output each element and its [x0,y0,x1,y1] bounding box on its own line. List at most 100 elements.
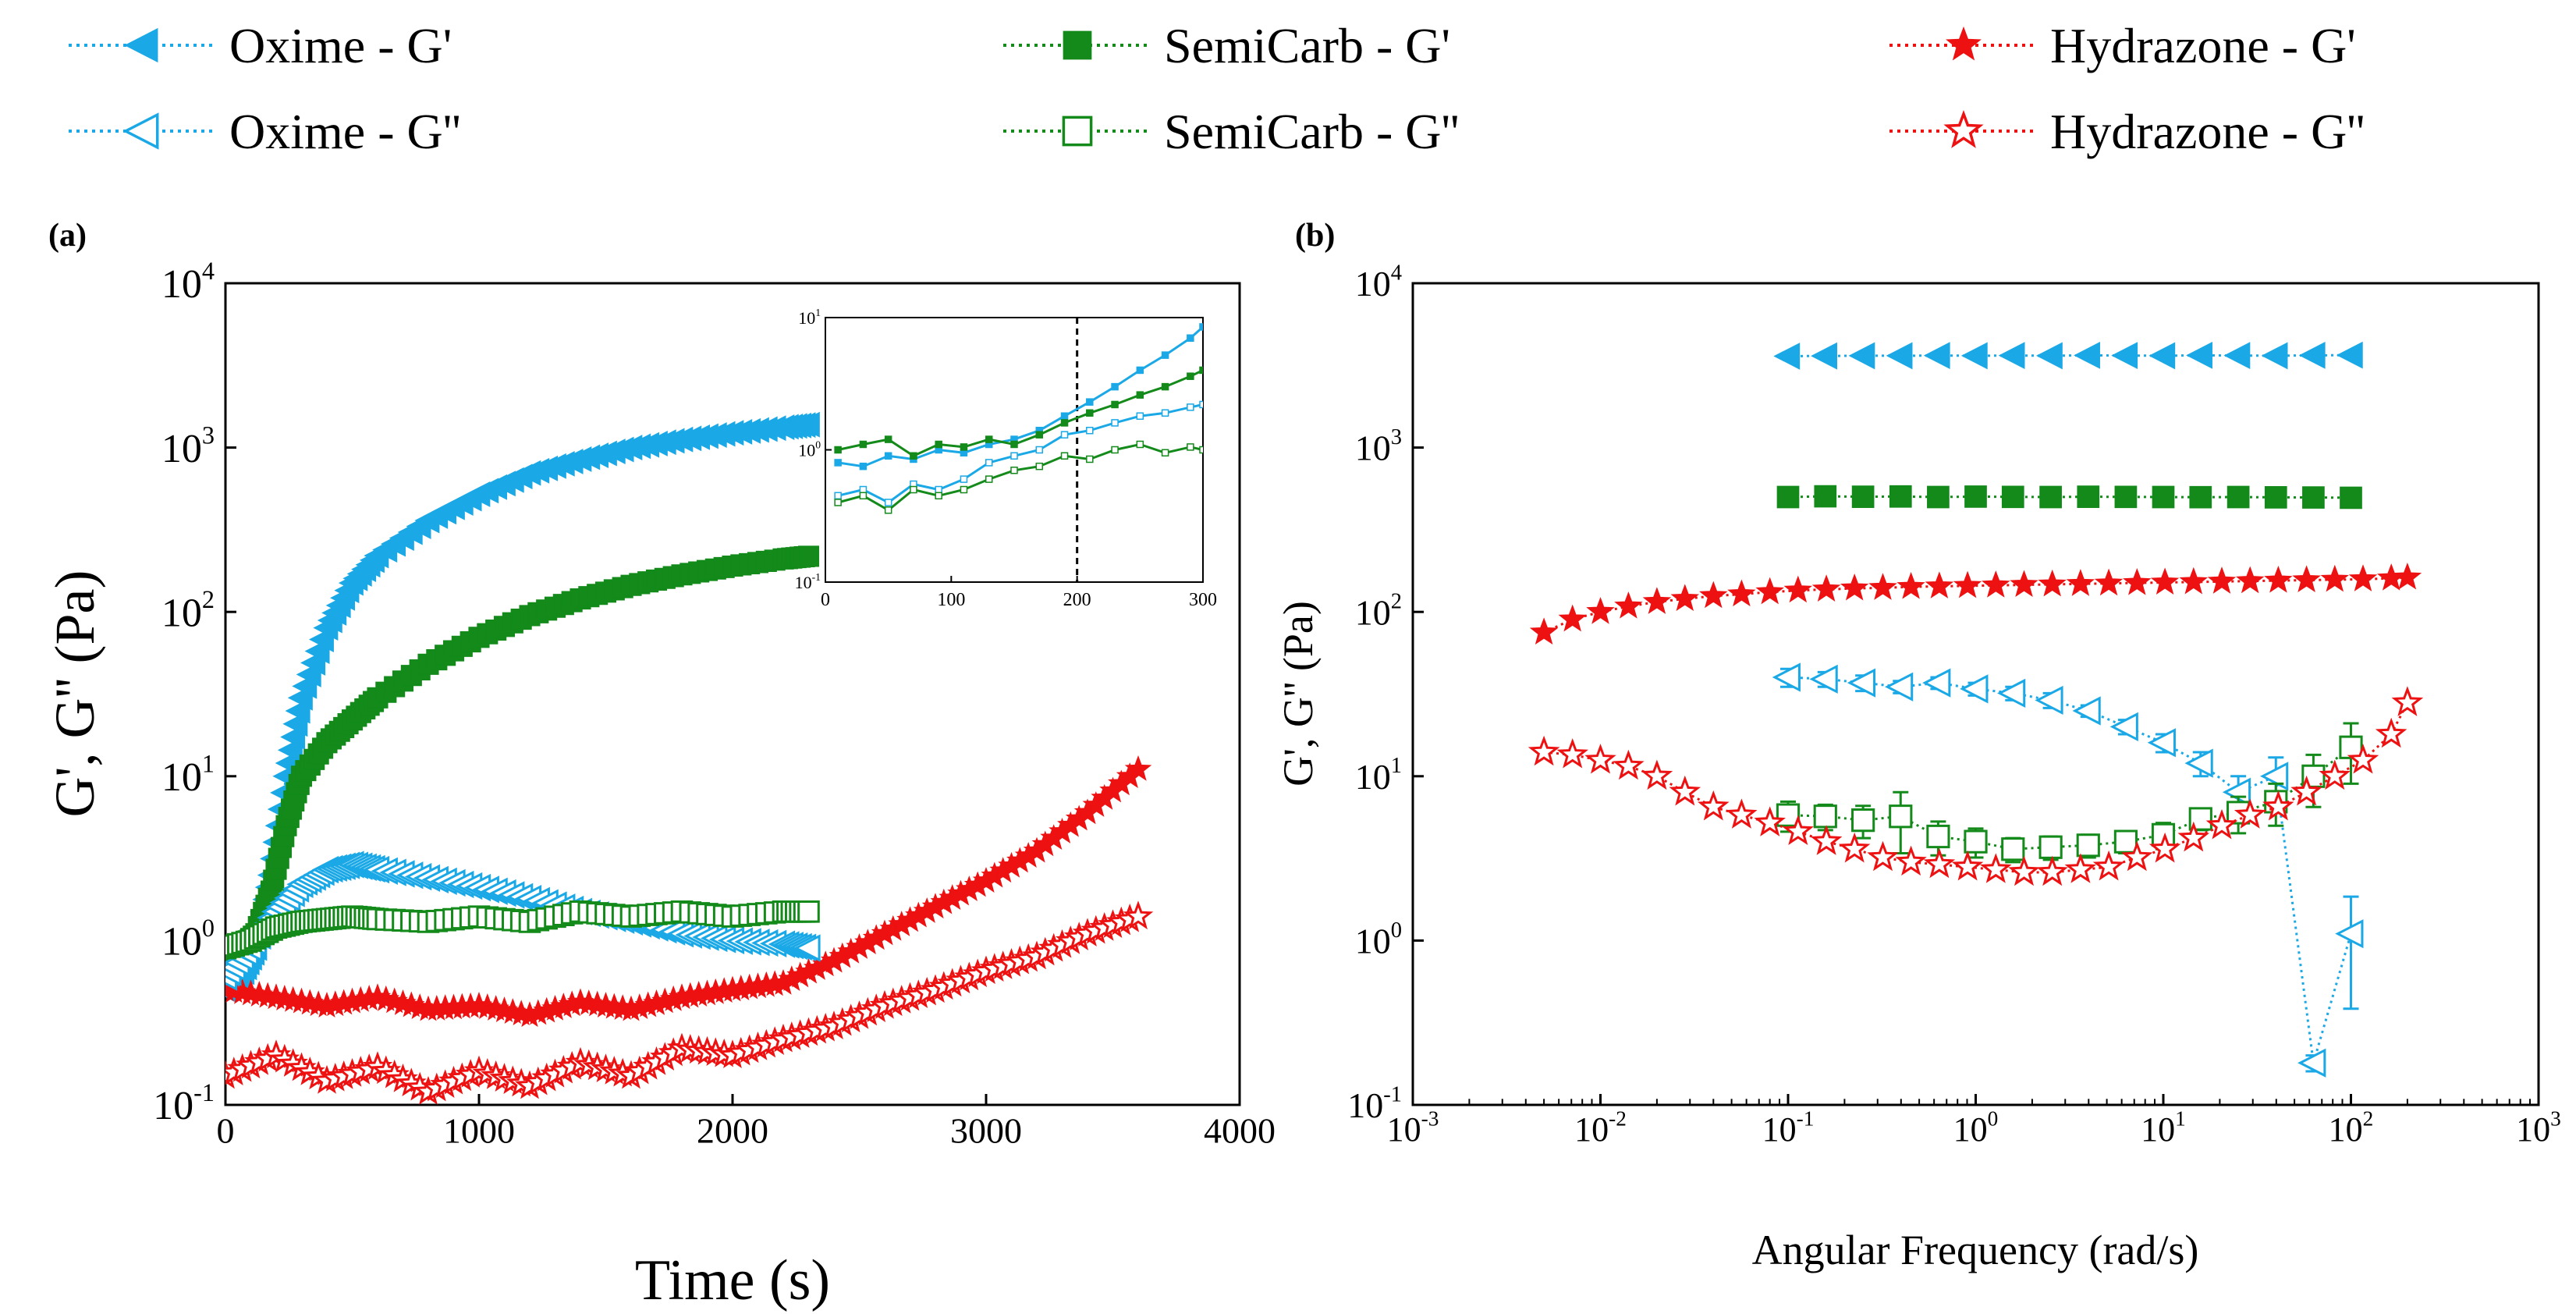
panel-b-x-tick-label: 102 [2329,1106,2374,1149]
panel-b-oxime-g-gp-point [2035,342,2063,370]
panel-b-hydrazone-g-gpp-point [1980,853,2012,883]
inset-oxime-g-gpp-point [834,492,842,500]
panel-b-hydrazone-g-gpp-point [2205,808,2238,840]
inset-oxime-g-gpp-point [859,485,868,494]
panel-b-semicarb-g-gp-line [1787,495,2351,499]
panel-b-oxime-g-gp-point [2148,342,2176,370]
panel-b-oxime-g-gpp-point [2335,919,2364,949]
panel-b-axes: 10-3 10-2 10-1 100 101 102 103 10-1 100 101 102 103… [1347,261,2561,1149]
panel-b-semicarb-g-gp-point [2001,485,2024,509]
panel-b-semicarb-g-gpp-point [2113,829,2138,854]
panel-b-semicarb-g-gp-point [2302,486,2325,509]
panel-b-y-tick-label: 101 [1355,754,1402,797]
panel-a-y-tick-label: 103 [161,421,215,471]
panel-b-ylabel: G', G'' (Pa) [1275,601,1322,787]
panel-a-hydrazone-g-gp [225,755,1152,1028]
inset-semicarb-g-gp-point [834,446,842,454]
panel-b-oxime-g-gpp-point [2184,748,2213,778]
panel-b-hydrazone-g-gp-point [2348,564,2378,591]
panel-b-hydrazone-g-gp-point [2066,569,2095,596]
panel-b-oxime-g-gpp-point [1884,672,1914,701]
panel-b-hydrazone-g-gpp-point [1556,738,1588,769]
inset-x-tick-label: 100 [937,590,965,610]
inset-x-tick-label: 200 [1063,590,1091,610]
inset-semicarb-g-gp-point [1010,440,1018,449]
panel-b-oxime-g-gp-point [2336,341,2363,369]
panel-b-hydrazone-g-gpp-point [2036,855,2068,886]
panel-b-hydrazone-g-gpp-point [1584,744,1616,774]
panel-b-oxime-g-gpp [1772,662,2364,1078]
panel-b-semicarb-g-gp-point [2039,485,2062,509]
panel-b-semicarb-g-gp-point [2227,485,2250,509]
inset-oxime-g-gpp-point [1010,452,1018,460]
panel-b-hydrazone-g-gpp-point [2319,759,2351,790]
panel-b-oxime-g-gpp-point [1847,668,1876,698]
inset-oxime-g-gpp-point [1111,419,1119,427]
panel-b-hydrazone-g-gp-point [2264,565,2293,593]
panel-b-hydrazone-g-gpp-point [2290,775,2322,806]
legend-label: Hydrazone - G'' [2050,104,2365,159]
panel-b-hydrazone-g-gpp-point [2177,821,2210,852]
inset-oxime-g-gp-point [1136,366,1144,375]
legend-entry-hydrazone-g-gp: Hydrazone - G' [1889,18,2356,73]
legend-entry-oxime-g-gpp: Oxime - G'' [69,104,461,159]
panel-a-x-tick-label: 4000 [1204,1110,1276,1150]
legend-entry-hydrazone-g-gpp: Hydrazone - G'' [1889,104,2365,159]
inset-semicarb-g-gp [834,366,1203,460]
legend-label: SemiCarb - G' [1164,18,1450,73]
panel-b-oxime-g-gp-point [1773,343,1801,370]
panel-a-y-tick-label: 101 [161,750,215,800]
panel-b-hydrazone-g-gp-point [1699,581,1728,609]
inset-oxime-g-gp-point [1187,334,1194,343]
panel-b-hydrazone-g-gpp-point [1669,775,1701,806]
inset-oxime-g-gpp-point [1086,426,1094,435]
inset-semicarb-g-gpp-point [1161,449,1169,457]
panel-b-semicarb-g-gp [1776,485,2362,510]
inset-plot-area [825,317,1204,583]
panel-b-hydrazone-g-gp-point [2320,564,2349,592]
panel-b-hydrazone-g-gp-point [1925,571,1954,598]
panel-b-hydrazone-g-gpp-point [2008,855,2040,886]
panel-b-hydrazone-g-gpp-point [1838,832,1871,863]
inset-semicarb-g-gp-point [1111,400,1119,409]
inset-semicarb-g-gpp-point [935,492,942,500]
panel-b-semicarb-g-gpp-point [2038,835,2063,859]
inset-semicarb-g-gp-point [1086,409,1094,417]
panel-b-hydrazone-g-gpp-point [2092,850,2125,881]
panel-b-semicarb-g-gpp-point [2076,833,2100,858]
inset-y-tick-label: 101 [798,307,821,328]
panel-a-semicarb-g-gpp-point [797,900,820,923]
inset-oxime-g-gpp-point [1161,409,1169,417]
panel-b-hydrazone-g-gpp-point [1698,790,1730,821]
legend-label: Oxime - G' [229,18,452,73]
panel-b-hydrazone-g-gpp-point [1528,735,1560,766]
inset-axes: 0 100 200 300 10-1 100 101 [795,307,1217,610]
legend-entry-oxime-g-gp: Oxime - G' [69,18,452,73]
inset-oxime-g-gp-point [859,462,868,471]
legend-label: Oxime - G'' [229,104,461,159]
panel-b-semicarb-g-gp-point [1889,485,1912,508]
panel-b-oxime-g-gpp-point [2035,685,2063,716]
inset-semicarb-g-gp-point [910,452,917,460]
panel-b-x-tick-label: 100 [1953,1106,1999,1149]
panel-b-oxime-g-gp-point [1848,342,1875,370]
inset-semicarb-g-gp-point [1136,391,1144,399]
panel-a-series [225,411,1154,1105]
panel-b-semicarb-g-gp-point [1814,485,1837,508]
legend-marker [1943,109,1984,148]
panel-a-hydrazone-g-gp-point [1124,755,1152,781]
inset-semicarb-g-gpp-point [1060,452,1069,460]
inset-oxime-g-gpp-line [837,403,1203,504]
inset-oxime-g-gpp-point [935,485,942,494]
panel-b-oxime-g-gp-point [1960,342,1988,370]
inset-oxime-g-gpp-point [1136,412,1144,420]
panel-b-semicarb-g-gpp-point [1964,829,1988,854]
panel-b-hydrazone-g-gpp-point [1923,847,1956,879]
panel-b-hydrazone-g-gp-point [1586,597,1615,624]
panel-b-oxime-g-gp-point [2223,342,2251,370]
panel-b-series [1528,341,2424,1078]
inset-oxime-g-gpp-point [1187,403,1194,411]
legend-label: SemiCarb - G'' [1164,104,1460,159]
panel-b-x-tick-label: 103 [2516,1106,2561,1149]
panel-b-oxime-g-gpp-line [1787,676,2352,1064]
